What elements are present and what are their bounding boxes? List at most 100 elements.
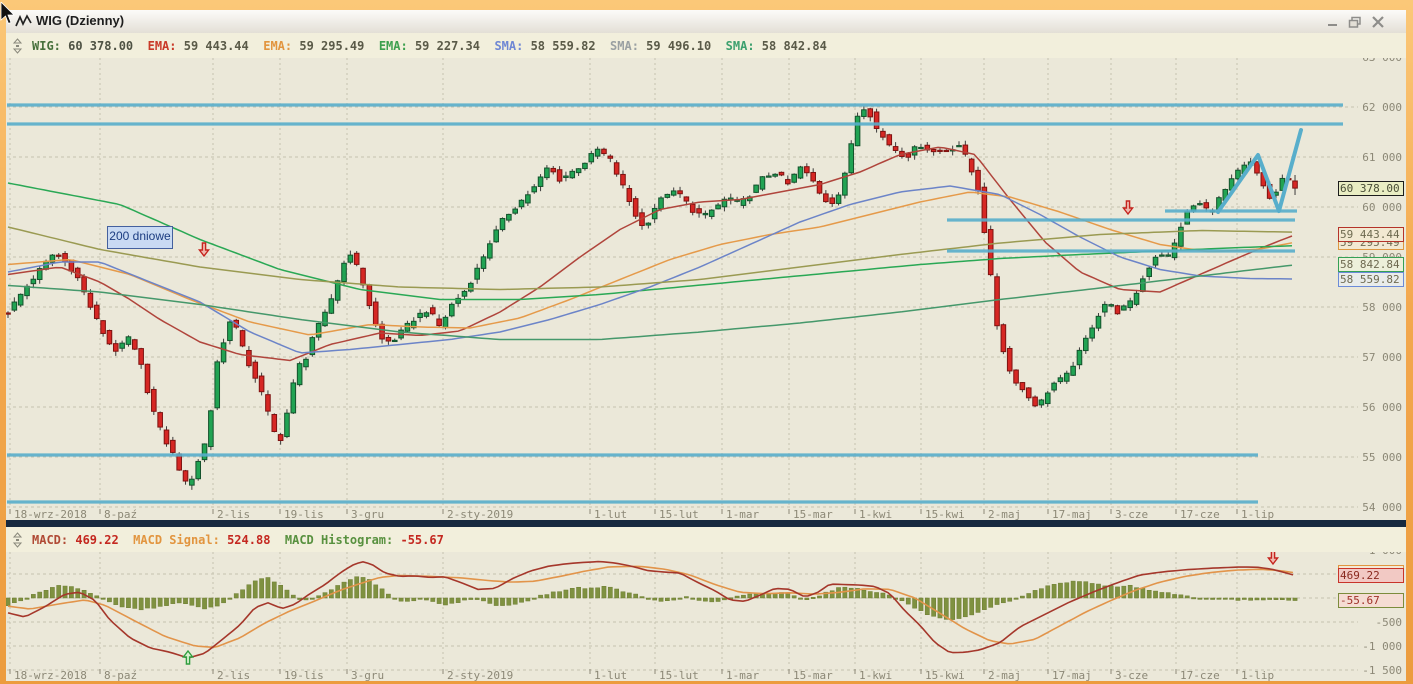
indicator-value: 469.22 bbox=[75, 532, 134, 547]
indicator-label: WIG: bbox=[32, 38, 69, 53]
svg-text:17-maj: 17-maj bbox=[1052, 669, 1092, 681]
window-title: WIG (Dzienny) bbox=[36, 13, 125, 28]
indicator-value: 58 842.84 bbox=[761, 38, 842, 53]
indicator-value: 59 496.10 bbox=[646, 38, 726, 53]
down-arrow-marker bbox=[1121, 200, 1135, 216]
panel-nav-icon[interactable] bbox=[11, 531, 24, 548]
indicator-label: SMA: bbox=[610, 38, 647, 53]
svg-text:15-mar: 15-mar bbox=[793, 669, 833, 681]
svg-text:2-maj: 2-maj bbox=[988, 669, 1021, 681]
svg-text:54 000: 54 000 bbox=[1362, 501, 1402, 514]
axis-value-box: 58 842.84 bbox=[1338, 257, 1404, 273]
up-arrow-marker bbox=[181, 649, 195, 665]
window-content bbox=[6, 10, 1406, 681]
svg-text:2-lis: 2-lis bbox=[217, 669, 250, 681]
price-panel-header: WIG: 60 378.00 EMA: 59 443.44 EMA: 59 29… bbox=[6, 33, 1406, 58]
svg-text:19-lis: 19-lis bbox=[284, 508, 324, 521]
svg-text:2-lis: 2-lis bbox=[217, 508, 250, 521]
svg-text:1-mar: 1-mar bbox=[726, 508, 759, 521]
ma-200-label: 200 dniowe bbox=[107, 226, 173, 249]
indicator-label: SMA: bbox=[494, 38, 531, 53]
title-bar: WIG (Dzienny) bbox=[6, 10, 1406, 34]
svg-text:3-gru: 3-gru bbox=[351, 669, 384, 681]
svg-text:17-maj: 17-maj bbox=[1052, 508, 1092, 521]
indicator-label: EMA: bbox=[378, 38, 415, 53]
indicator-value: 59 295.49 bbox=[299, 38, 379, 53]
svg-text:15-kwi: 15-kwi bbox=[925, 508, 965, 521]
indicator-label: MACD Signal: bbox=[133, 532, 228, 547]
svg-text:1-lut: 1-lut bbox=[594, 508, 627, 521]
indicator-label: MACD Histogram: bbox=[284, 532, 401, 547]
svg-text:8-paź: 8-paź bbox=[104, 669, 137, 681]
down-arrow-marker bbox=[1266, 550, 1280, 566]
svg-text:19-lis: 19-lis bbox=[284, 669, 324, 681]
svg-text:3-cze: 3-cze bbox=[1115, 508, 1148, 521]
indicator-value: 59 443.44 bbox=[183, 38, 264, 53]
indicator-label: EMA: bbox=[263, 38, 300, 53]
indicator-value: -55.67 bbox=[400, 532, 459, 547]
indicator-label: SMA: bbox=[725, 38, 762, 53]
indicator-value: 59 227.34 bbox=[414, 38, 495, 53]
chart-line-icon bbox=[15, 14, 32, 27]
macd-signal-line bbox=[7, 565, 1294, 649]
svg-text:2-maj: 2-maj bbox=[988, 508, 1021, 521]
axis-value-box: 60 378.00 bbox=[1338, 180, 1404, 196]
indicator-value: 524.88 bbox=[227, 532, 285, 547]
svg-text:57 000: 57 000 bbox=[1362, 351, 1402, 364]
svg-text:62 000: 62 000 bbox=[1362, 101, 1402, 114]
indicator-value: 58 559.82 bbox=[530, 38, 611, 53]
overlay-EMA-green bbox=[7, 182, 1293, 301]
svg-text:-1 500: -1 500 bbox=[1362, 664, 1402, 677]
overlay-SMA-teal bbox=[7, 264, 1293, 341]
svg-text:1-kwi: 1-kwi bbox=[859, 669, 892, 681]
svg-text:55 000: 55 000 bbox=[1362, 451, 1402, 464]
macd-panel-header: MACD: 469.22 MACD Signal: 524.88 MACD Hi… bbox=[6, 527, 1406, 552]
svg-text:17-cze: 17-cze bbox=[1180, 508, 1220, 521]
svg-text:18-wrz-2018: 18-wrz-2018 bbox=[14, 508, 87, 521]
overlay-EMA-orange bbox=[7, 191, 1293, 336]
svg-text:63 000: 63 000 bbox=[1362, 58, 1402, 64]
svg-text:2-sty-2019: 2-sty-2019 bbox=[447, 508, 513, 521]
overlay-SMA-olive-200d bbox=[7, 226, 1293, 291]
indicator-label: EMA: bbox=[147, 38, 184, 53]
close-icon bbox=[1372, 15, 1384, 28]
restore-button[interactable] bbox=[1345, 14, 1365, 29]
svg-text:1-kwi: 1-kwi bbox=[859, 508, 892, 521]
minimize-button[interactable] bbox=[1323, 14, 1343, 29]
macd-line bbox=[7, 560, 1294, 659]
svg-text:3-cze: 3-cze bbox=[1115, 669, 1148, 681]
restore-icon bbox=[1348, 16, 1361, 28]
indicator-value: 60 378.00 bbox=[68, 38, 148, 53]
mouse-cursor-icon bbox=[0, 2, 15, 25]
svg-text:1-mar: 1-mar bbox=[726, 669, 759, 681]
minimize-icon bbox=[1328, 23, 1337, 26]
svg-text:61 000: 61 000 bbox=[1362, 151, 1402, 164]
svg-text:60 000: 60 000 bbox=[1362, 201, 1402, 214]
svg-text:1-lip: 1-lip bbox=[1241, 508, 1274, 521]
svg-text:-1 000: -1 000 bbox=[1362, 640, 1402, 653]
svg-text:3-gru: 3-gru bbox=[351, 508, 384, 521]
svg-text:58 000: 58 000 bbox=[1362, 301, 1402, 314]
overlay-EMA-red bbox=[7, 146, 1293, 362]
trendline bbox=[1216, 128, 1303, 214]
svg-text:15-lut: 15-lut bbox=[659, 669, 699, 681]
svg-text:15-mar: 15-mar bbox=[793, 508, 833, 521]
axis-value-box: -55.67 bbox=[1338, 593, 1404, 609]
svg-text:-500: -500 bbox=[1376, 616, 1403, 629]
svg-text:15-lut: 15-lut bbox=[659, 508, 699, 521]
svg-text:18-wrz-2018: 18-wrz-2018 bbox=[14, 669, 87, 681]
panel-nav-icon[interactable] bbox=[11, 37, 24, 54]
indicator-label: MACD: bbox=[32, 532, 76, 547]
svg-text:8-paź: 8-paź bbox=[104, 508, 137, 521]
panel-separator[interactable] bbox=[6, 520, 1406, 527]
svg-text:17-cze: 17-cze bbox=[1180, 669, 1220, 681]
axis-value-box: 469.22 bbox=[1338, 567, 1404, 583]
axis-value-box: 59 443.44 bbox=[1338, 227, 1404, 243]
svg-text:1-lut: 1-lut bbox=[594, 669, 627, 681]
svg-text:56 000: 56 000 bbox=[1362, 401, 1402, 414]
close-button[interactable] bbox=[1368, 14, 1388, 29]
svg-text:15-kwi: 15-kwi bbox=[925, 669, 965, 681]
svg-text:1-lip: 1-lip bbox=[1241, 669, 1274, 681]
